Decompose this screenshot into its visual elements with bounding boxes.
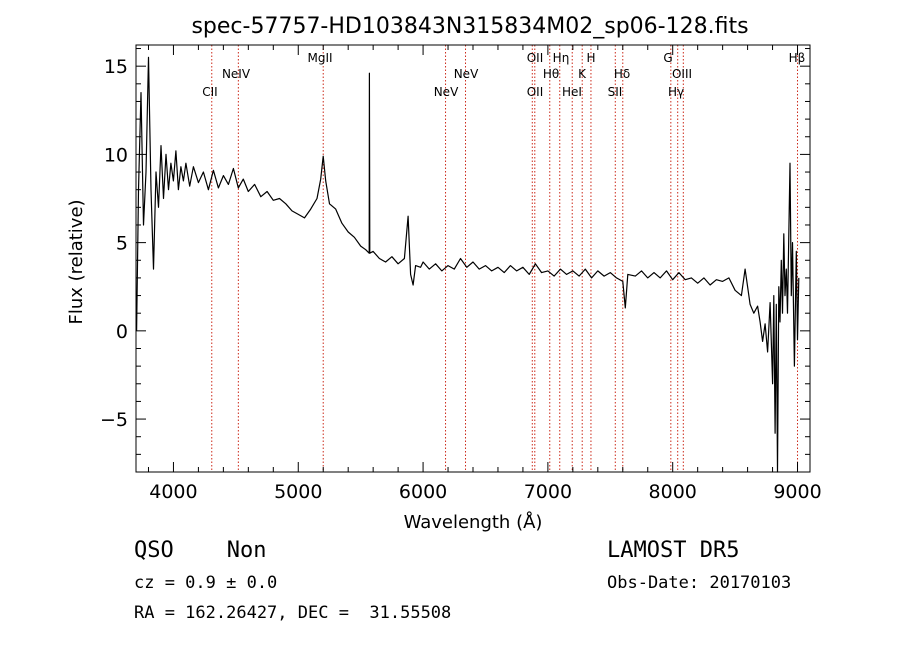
- line-label-nev-2: NeV: [454, 67, 479, 81]
- line-label-sii: SII: [608, 85, 623, 99]
- observation-date: Obs-Date: 20170103: [607, 573, 792, 593]
- spectrum-line: [136, 56, 800, 473]
- line-label-neiv: NeIV: [222, 67, 251, 81]
- line-label-h-beta: Hβ: [789, 51, 806, 65]
- x-tick-label: 6000: [399, 481, 447, 503]
- x-tick-label: 5000: [274, 481, 322, 503]
- x-axis-label: Wavelength (Å): [404, 511, 543, 533]
- redshift-cz: cz = 0.9 ± 0.0: [134, 573, 278, 593]
- line-label-k: K: [578, 67, 587, 81]
- line-label-h-gamma: Hγ: [668, 85, 684, 99]
- line-label-oii-2: OII: [527, 85, 544, 99]
- y-tick-label: 5: [116, 233, 128, 255]
- y-tick-label: −5: [100, 409, 128, 431]
- y-tick-label: 10: [104, 144, 128, 166]
- y-tick-label: 15: [104, 56, 128, 78]
- line-label-h-theta: Hθ: [543, 67, 559, 81]
- spectral-line-labels: CII NeIV MgII NeV NeV OII OII Hθ Hη HeI …: [202, 51, 805, 99]
- line-label-cii: CII: [202, 85, 217, 99]
- line-label-oiii: OIII: [672, 67, 692, 81]
- x-tick-label: 9000: [773, 481, 821, 503]
- line-label-oii-1: OII: [527, 51, 544, 65]
- y-tick-label: 0: [116, 321, 128, 343]
- line-label-h: H: [586, 51, 595, 65]
- ra-dec-coordinates: RA = 162.26427, DEC = 31.55508: [134, 603, 452, 623]
- x-tick-label: 7000: [524, 481, 572, 503]
- line-label-nev-1: NeV: [434, 85, 459, 99]
- axis-ticks: 4000 5000 6000 7000 8000 9000 −5 0 5 10 15: [100, 45, 822, 503]
- line-label-g: G: [663, 51, 672, 65]
- plot-frame: [135, 44, 811, 473]
- line-label-h-eta: Hη: [553, 51, 570, 65]
- spectral-line-markers: [211, 45, 799, 472]
- survey-name: LAMOST DR5: [607, 538, 740, 563]
- x-tick-label: 8000: [649, 481, 697, 503]
- x-tick-label: 4000: [149, 481, 197, 503]
- object-class: QSO Non: [134, 538, 267, 563]
- line-label-mgii: MgII: [307, 51, 332, 65]
- chart-title: spec-57757-HD103843N315834M02_sp06-128.f…: [191, 14, 748, 39]
- y-axis-label: Flux (relative): [66, 199, 87, 324]
- line-label-h-delta: Hδ: [614, 67, 630, 81]
- line-label-hei: HeI: [562, 85, 582, 99]
